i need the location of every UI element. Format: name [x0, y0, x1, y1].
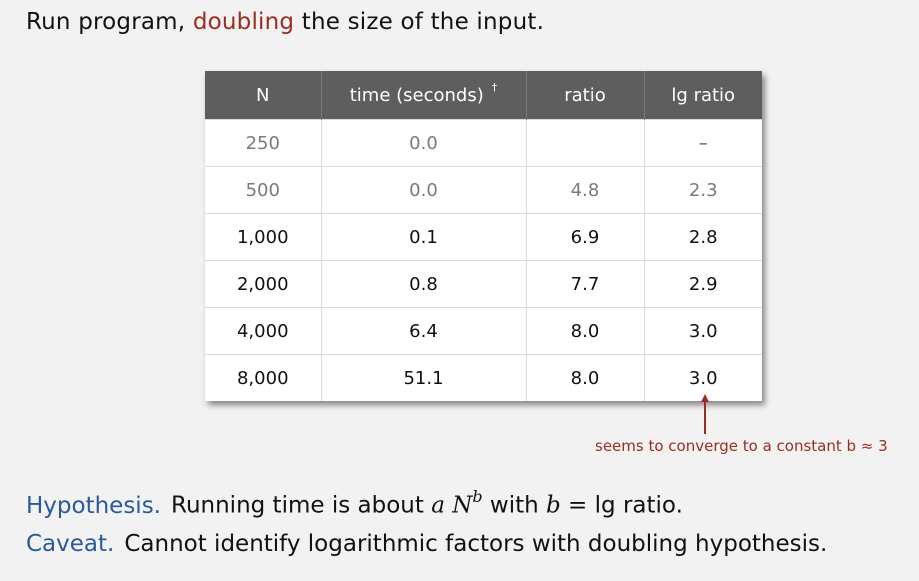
cell-ratio: 8.0	[525, 307, 644, 355]
caveat-line: Caveat. Cannot identify logarithmic facto…	[26, 531, 827, 557]
cell-lg-ratio: 3.0	[643, 354, 762, 401]
cell-ratio: 7.7	[525, 260, 644, 308]
cell-lg-ratio: 3.0	[643, 307, 762, 355]
hypothesis-line: Hypothesis. Running time is about a Nb wi…	[26, 487, 683, 519]
cell-time: 0.8	[320, 260, 526, 308]
heading-emphasis: doubling	[192, 9, 295, 35]
dagger-mark: †	[491, 81, 498, 94]
hypothesis-text2: with	[482, 492, 547, 519]
table-row: 500 0.0 4.8 2.3	[205, 166, 762, 214]
math-a: a	[431, 492, 445, 519]
hypothesis-label: Hypothesis.	[26, 492, 161, 519]
caveat-label: Caveat.	[26, 531, 115, 557]
cell-time: 0.1	[320, 213, 526, 261]
convergence-note: seems to converge to a constant b ≈ 3	[595, 437, 888, 455]
cell-lg-ratio: 2.8	[643, 213, 762, 261]
cell-n: 1,000	[205, 213, 321, 261]
cell-n: 4,000	[205, 307, 321, 355]
cell-n: 2,000	[205, 260, 321, 308]
heading-after: the size of the input.	[294, 9, 545, 35]
hypothesis-text1: Running time is about	[171, 492, 432, 519]
cell-time: 51.1	[320, 354, 526, 401]
cell-n: 8,000	[205, 354, 321, 401]
table-row: 250 0.0 –	[205, 119, 762, 167]
header-n: N	[205, 71, 321, 120]
cell-ratio: 6.9	[525, 213, 644, 261]
math-b-exponent: b	[472, 487, 483, 506]
cell-time: 6.4	[320, 307, 526, 355]
math-b: b	[546, 492, 561, 519]
cell-n: 500	[205, 166, 321, 214]
table-row: 2,000 0.8 7.7 2.9	[205, 260, 762, 308]
math-n: N	[452, 492, 473, 519]
heading-before: Run program,	[26, 9, 193, 35]
cell-time: 0.0	[320, 119, 526, 167]
cell-lg-ratio: 2.3	[643, 166, 762, 214]
cell-time: 0.0	[320, 166, 526, 214]
header-ratio: ratio	[525, 71, 644, 120]
doubling-table: N time (seconds) † ratio lg ratio 250 0.0…	[205, 71, 762, 401]
arrow-up-icon	[701, 394, 709, 434]
cell-ratio: 4.8	[525, 166, 644, 214]
slide-heading: Run program, doubling the size of the in…	[26, 9, 544, 35]
cell-ratio	[525, 119, 644, 167]
header-lg-ratio: lg ratio	[643, 71, 762, 120]
hypothesis-text3: lg ratio.	[594, 492, 683, 519]
cell-lg-ratio: 2.9	[643, 260, 762, 308]
table-row: 4,000 6.4 8.0 3.0	[205, 307, 762, 355]
caveat-text: Cannot identify logarithmic factors with…	[124, 531, 828, 557]
header-time-label: time (seconds)	[349, 85, 484, 106]
header-time: time (seconds) †	[320, 71, 526, 120]
cell-ratio: 8.0	[525, 354, 644, 401]
table-header-row: N time (seconds) † ratio lg ratio	[205, 71, 762, 120]
cell-lg-ratio: –	[643, 119, 762, 167]
cell-n: 250	[205, 119, 321, 167]
table-row: 8,000 51.1 8.0 3.0	[205, 354, 762, 401]
math-equals: =	[560, 492, 595, 519]
table-row: 1,000 0.1 6.9 2.8	[205, 213, 762, 261]
